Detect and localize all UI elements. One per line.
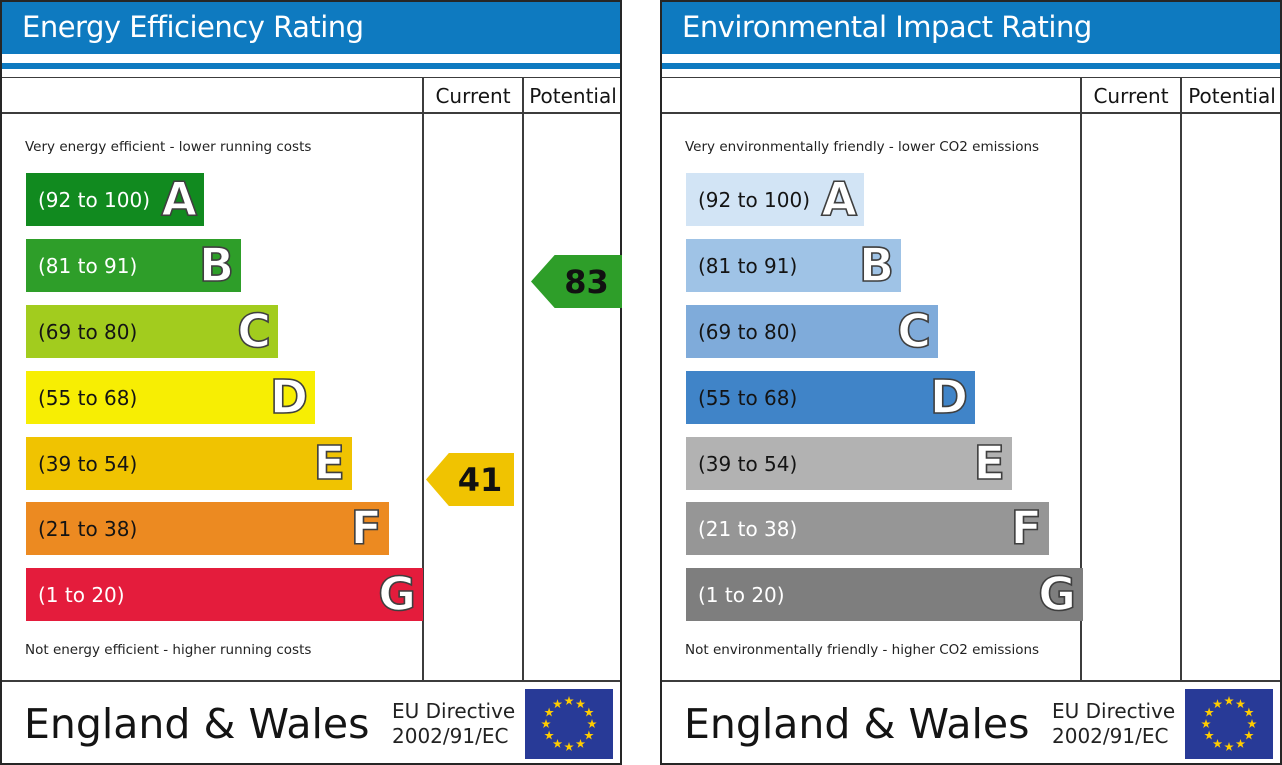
band-letter: F	[350, 500, 383, 555]
bottom-caption: Not energy efficient - higher running co…	[25, 642, 312, 658]
energy-efficiency-panel: Energy Efficiency Rating Current Potenti…	[0, 0, 622, 765]
band-e: (39 to 54) E	[26, 437, 352, 490]
band-c: (69 to 80) C	[686, 305, 938, 358]
band-letter: E	[313, 435, 346, 490]
band-e: (39 to 54) E	[686, 437, 1012, 490]
band-range-label: (81 to 91)	[698, 253, 798, 278]
bottom-caption: Not environmentally friendly - higher CO…	[685, 642, 1040, 658]
band-letter: A	[821, 171, 858, 226]
band-letter: D	[269, 369, 309, 424]
eu-directive-line1: EU Directive	[392, 698, 516, 723]
panel-title-bar: Environmental Impact Rating	[662, 2, 1280, 54]
blue-rule	[662, 63, 1280, 69]
band-letter: D	[929, 369, 969, 424]
footer: England & Wales EU Directive 2002/91/EC	[2, 680, 620, 765]
column-divider	[1180, 77, 1182, 680]
band-letter: E	[973, 435, 1006, 490]
panel-title-bar: Energy Efficiency Rating	[2, 2, 620, 54]
band-range-label: (69 to 80)	[38, 319, 138, 344]
current-rating-arrow: 41	[426, 453, 514, 506]
region-label: England & Wales	[684, 699, 1030, 748]
band-letter: B	[858, 237, 895, 292]
eu-directive-line1: EU Directive	[1052, 698, 1176, 723]
band-b: (81 to 91) B	[26, 239, 241, 292]
band-b: (81 to 91) B	[686, 239, 901, 292]
band-letter: B	[198, 237, 235, 292]
eu-directive-label: EU Directive 2002/91/EC	[392, 699, 515, 749]
column-header-potential: Potential	[1188, 84, 1276, 108]
band-f: (21 to 38) F	[686, 502, 1049, 555]
band-letter: C	[896, 303, 931, 358]
band-range-label: (55 to 68)	[38, 385, 138, 410]
eu-directive-line2: 2002/91/EC	[1052, 723, 1169, 748]
band-a: (92 to 100) A	[26, 173, 204, 226]
band-letter: C	[236, 303, 271, 358]
band-range-label: (1 to 20)	[698, 582, 785, 607]
band-a: (92 to 100) A	[686, 173, 864, 226]
band-range-label: (69 to 80)	[698, 319, 798, 344]
band-g: (1 to 20) G	[686, 568, 1083, 621]
column-divider	[422, 77, 424, 680]
eu-directive-line2: 2002/91/EC	[392, 723, 509, 748]
band-d: (55 to 68) D	[686, 371, 975, 424]
band-range-label: (92 to 100)	[698, 187, 811, 212]
band-range-label: (21 to 38)	[698, 516, 798, 541]
table-header-row	[2, 77, 620, 114]
top-caption: Very energy efficient - lower running co…	[25, 139, 312, 155]
band-letter: F	[1010, 500, 1043, 555]
band-letter: G	[1037, 566, 1076, 621]
eu-flag-icon	[525, 688, 613, 759]
region-label: England & Wales	[24, 699, 370, 748]
blue-rule	[2, 63, 620, 69]
band-range-label: (21 to 38)	[38, 516, 138, 541]
eu-directive-label: EU Directive 2002/91/EC	[1052, 699, 1175, 749]
band-letter: A	[161, 171, 198, 226]
band-range-label: (92 to 100)	[38, 187, 151, 212]
band-range-label: (1 to 20)	[38, 582, 125, 607]
band-f: (21 to 38) F	[26, 502, 389, 555]
column-header-current: Current	[435, 84, 511, 108]
panel-title: Environmental Impact Rating	[682, 10, 1092, 44]
band-range-label: (81 to 91)	[38, 253, 138, 278]
band-range-label: (39 to 54)	[38, 451, 138, 476]
eu-flag-icon	[1185, 688, 1273, 759]
band-c: (69 to 80) C	[26, 305, 278, 358]
column-divider	[522, 77, 524, 680]
potential-rating-arrow: 83	[531, 255, 622, 308]
band-letter: G	[377, 566, 416, 621]
band-d: (55 to 68) D	[26, 371, 315, 424]
band-g: (1 to 20) G	[26, 568, 423, 621]
environmental-impact-panel: Environmental Impact Rating Current Pote…	[660, 0, 1282, 765]
top-caption: Very environmentally friendly - lower CO…	[685, 139, 1040, 155]
column-header-potential: Potential	[529, 84, 617, 108]
band-range-label: (55 to 68)	[698, 385, 798, 410]
panel-title: Energy Efficiency Rating	[22, 10, 364, 44]
band-range-label: (39 to 54)	[698, 451, 798, 476]
potential-rating-value: 83	[564, 262, 609, 301]
current-rating-value: 41	[457, 460, 503, 499]
column-divider	[1080, 77, 1082, 680]
column-header-current: Current	[1093, 84, 1169, 108]
footer: England & Wales EU Directive 2002/91/EC	[662, 680, 1280, 765]
table-header-row	[662, 77, 1280, 114]
